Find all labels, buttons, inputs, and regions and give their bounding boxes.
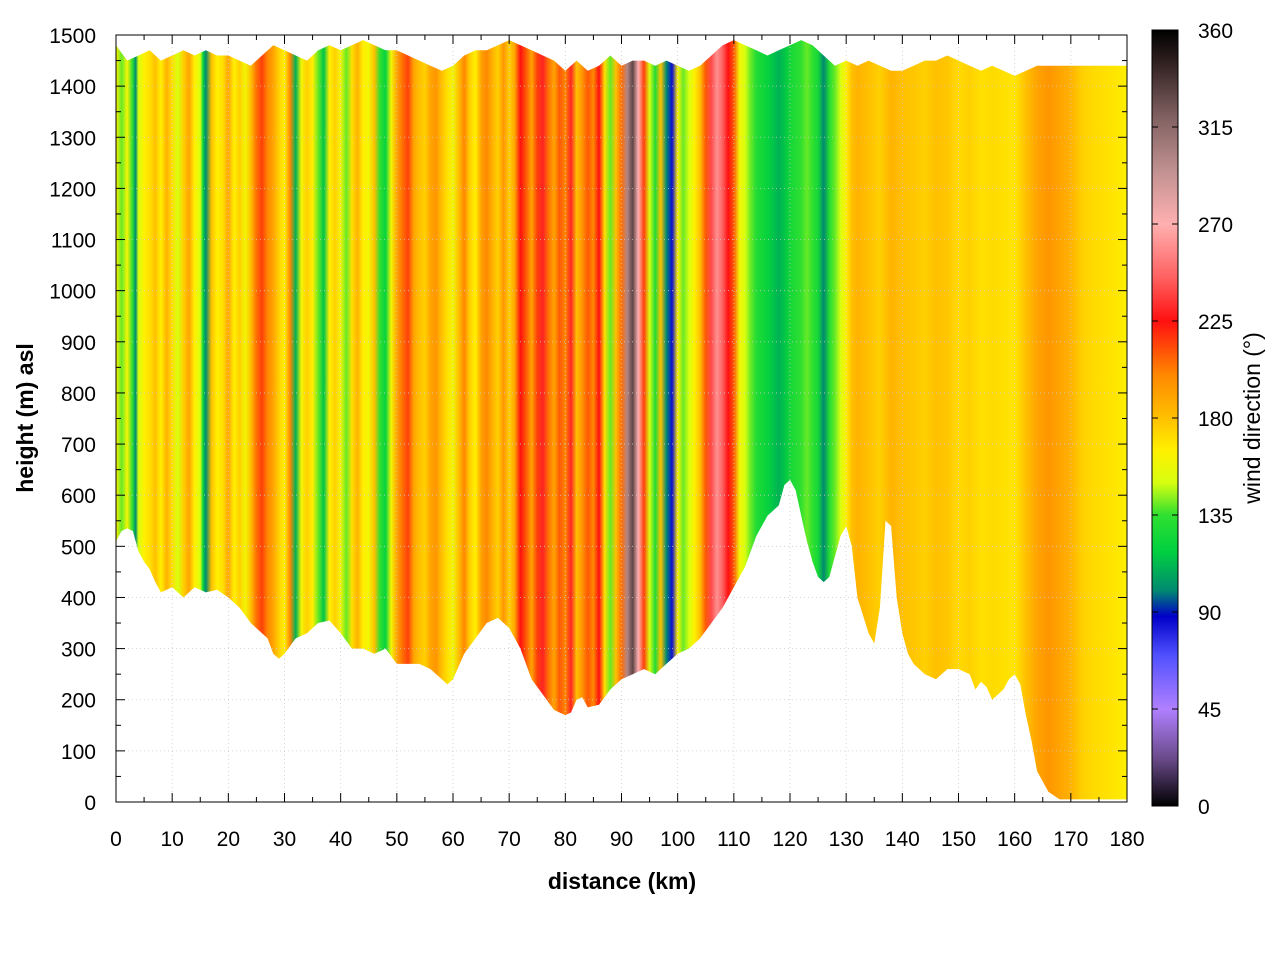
y-tick-label: 700 <box>61 434 96 457</box>
x-axis-label: distance (km) <box>548 868 696 894</box>
x-tick-label: 110 <box>717 828 750 851</box>
x-tick-label: 100 <box>660 828 695 851</box>
colorbar-tick-label: 45 <box>1198 699 1221 722</box>
y-tick-label: 1100 <box>51 230 96 253</box>
y-tick-label: 1400 <box>49 76 96 99</box>
grid-lines <box>116 35 1127 802</box>
y-tick-label: 1000 <box>49 281 96 304</box>
y-tick-label: 1500 <box>49 25 96 48</box>
x-tick-label: 80 <box>554 828 577 851</box>
x-tick-label: 10 <box>160 828 183 851</box>
x-tick-label: 50 <box>385 828 408 851</box>
x-tick-label: 120 <box>772 828 807 851</box>
colorbar-label: wind direction (°) <box>1239 332 1265 505</box>
y-tick-label: 500 <box>61 536 96 559</box>
x-tick-label: 60 <box>441 828 464 851</box>
y-tick-label: 600 <box>61 485 96 508</box>
x-tick-label: 140 <box>885 828 920 851</box>
y-axis: 0 100 200 300 400 500 600 700 800 900 1000 1100 1200… <box>49 25 1127 815</box>
x-tick-label: 160 <box>997 828 1032 851</box>
x-tick-label: 70 <box>497 828 520 851</box>
plot-area: 0 10 20 30 40 50 60 70 80 90 100 110 120 130 140 150 160… <box>49 25 1144 851</box>
y-tick-label: 1200 <box>49 178 96 201</box>
colorbar-tick-label: 180 <box>1198 408 1233 431</box>
colorbar-tick-label: 270 <box>1198 214 1233 237</box>
colorbar-tick-label: 225 <box>1198 311 1233 334</box>
y-tick-label: 900 <box>61 332 96 355</box>
y-tick-label: 100 <box>61 741 96 764</box>
x-tick-label: 170 <box>1053 828 1088 851</box>
y-tick-label: 200 <box>61 690 96 713</box>
x-tick-label: 40 <box>329 828 352 851</box>
colorbar-tick-label: 90 <box>1198 602 1221 625</box>
colorbar-tick-label: 135 <box>1198 505 1233 528</box>
x-tick-label: 130 <box>829 828 864 851</box>
colorbar-tick-label: 0 <box>1198 796 1210 819</box>
x-tick-label: 90 <box>610 828 633 851</box>
y-tick-label: 300 <box>61 639 96 662</box>
y-tick-label: 1300 <box>49 127 96 150</box>
colorbar-tick-label: 360 <box>1198 20 1233 43</box>
colorbar: 0 45 90 135 180 225 270 315 360 wind direction (… <box>1151 20 1265 819</box>
x-tick-label: 150 <box>941 828 976 851</box>
y-tick-label: 400 <box>61 587 96 610</box>
colorbar-ticks: 0 45 90 135 180 225 270 315 360 <box>1152 20 1233 819</box>
x-tick-label: 0 <box>110 828 122 851</box>
colorbar-tick-label: 315 <box>1198 117 1233 140</box>
x-axis: 0 10 20 30 40 50 60 70 80 90 100 110 120 130 140 150 160… <box>110 35 1145 851</box>
y-tick-label: 0 <box>84 792 96 815</box>
y-tick-label: 800 <box>61 383 96 406</box>
y-axis-label: height (m) asl <box>12 343 38 493</box>
x-tick-label: 30 <box>273 828 296 851</box>
x-tick-label: 20 <box>217 828 240 851</box>
x-tick-label: 180 <box>1109 828 1144 851</box>
